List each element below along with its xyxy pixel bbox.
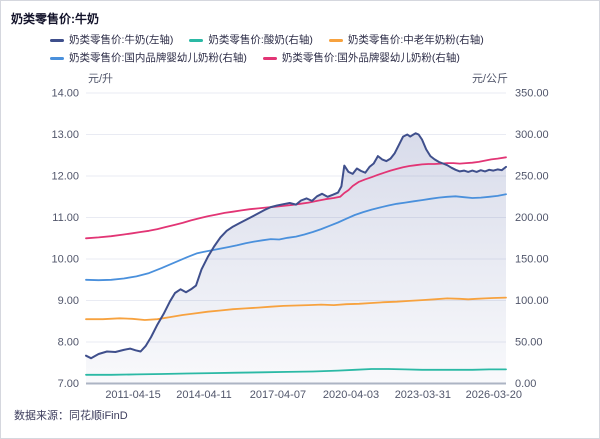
legend-line-marker-senior-powder-icon (328, 39, 343, 42)
right-axis-tick-label: 100.00 (515, 295, 549, 307)
chart-title: 奶类零售价:牛奶 (11, 12, 99, 26)
x-axis-tick-label: 2023-03-31 (395, 389, 451, 401)
left-axis-tick-label: 7.00 (58, 378, 79, 390)
left-axis-unit-label: 元/升 (88, 72, 113, 85)
series-line-0 (85, 132, 507, 360)
x-axis-tick-label: 2026-03-20 (466, 389, 522, 401)
legend-label: 奶类零售价:酸奶(右轴) (208, 34, 313, 46)
x-axis-tick-label: 2014-04-11 (176, 389, 231, 401)
series-line-3 (85, 193, 507, 282)
right-axis-tick-label: 250.00 (515, 171, 549, 183)
x-axis-tick-label: 2017-04-07 (250, 389, 306, 401)
left-axis-tick-label: 12.00 (51, 171, 79, 183)
right-axis-tick-label: 350.00 (515, 88, 549, 100)
x-axis-tick-label: 2020-04-03 (323, 389, 379, 401)
series-line-2 (85, 296, 507, 321)
legend-line-marker-yogurt-icon (189, 39, 204, 42)
left-axis-tick-label: 8.00 (58, 337, 79, 349)
legend-item-senior-milk-powder[interactable]: 奶类零售价:中老年奶粉(右轴) (328, 33, 484, 48)
legend-item-yogurt[interactable]: 奶类零售价:酸奶(右轴) (189, 33, 313, 48)
series-line-4 (85, 156, 507, 240)
legend-label: 奶类零售价:国外品牌婴幼儿奶粉(右轴) (281, 52, 460, 64)
legend-label: 奶类零售价:国内品牌婴幼儿奶粉(右轴) (69, 52, 247, 64)
legend-row-2: 奶类零售价:国内品牌婴幼儿奶粉(右轴) 奶类零售价:国外品牌婴幼儿奶粉(右轴) (50, 51, 484, 66)
right-axis-unit-label: 元/公斤 (472, 72, 508, 85)
left-axis-tick-label: 13.00 (51, 129, 79, 141)
series-line-1 (85, 368, 507, 376)
right-axis-tick-label: 150.00 (515, 254, 549, 266)
right-axis-tick-label: 0.00 (515, 378, 536, 390)
chart-legend: 奶类零售价:牛奶(左轴) 奶类零售价:酸奶(右轴) 奶类零售价:中老年奶粉(右轴… (50, 33, 484, 66)
legend-item-foreign-infant-formula[interactable]: 奶类零售价:国外品牌婴幼儿奶粉(右轴) (262, 51, 460, 66)
legend-item-domestic-infant-formula[interactable]: 奶类零售价:国内品牌婴幼儿奶粉(右轴) (50, 51, 247, 66)
left-axis-tick-label: 11.00 (52, 212, 79, 224)
right-axis-tick-label: 200.00 (515, 212, 549, 224)
right-axis-tick-label: 50.00 (515, 337, 543, 349)
legend-line-marker-foreign-formula-icon (262, 57, 277, 60)
left-axis-tick-label: 14.00 (51, 88, 79, 100)
legend-line-marker-milk-icon (50, 39, 64, 42)
legend-item-milk[interactable]: 奶类零售价:牛奶(左轴) (50, 33, 173, 48)
legend-label: 奶类零售价:牛奶(左轴) (69, 34, 174, 46)
legend-label: 奶类零售价:中老年奶粉(右轴) (347, 34, 484, 46)
legend-line-marker-domestic-formula-icon (50, 57, 64, 60)
right-axis-tick-label: 300.00 (515, 129, 549, 141)
left-axis-tick-label: 9.00 (58, 295, 79, 307)
milk-price-area-fill (86, 133, 506, 384)
x-axis-tick-label: 2011-04-15 (105, 389, 160, 401)
left-axis-tick-label: 10.00 (51, 254, 79, 266)
data-source-note: 数据来源：同花顺iFinD (14, 410, 128, 422)
legend-row-1: 奶类零售价:牛奶(左轴) 奶类零售价:酸奶(右轴) 奶类零售价:中老年奶粉(右轴… (50, 33, 484, 48)
